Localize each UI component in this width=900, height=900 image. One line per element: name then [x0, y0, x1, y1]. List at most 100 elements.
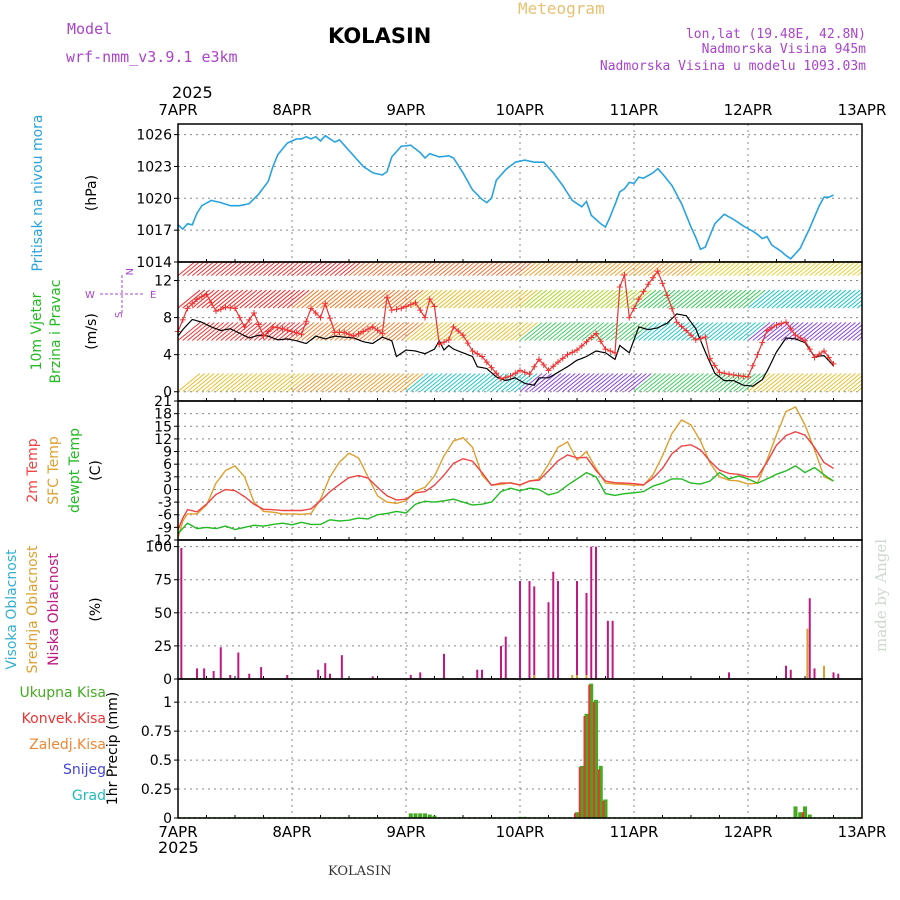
y-tick-label: 1017 — [136, 223, 172, 239]
wind-barb — [448, 262, 467, 277]
bottom-tick-label: 8APR — [272, 823, 311, 841]
wind-barb — [742, 373, 766, 392]
wind-barb — [358, 289, 381, 309]
wind-barb — [676, 262, 695, 277]
gust-marker — [436, 341, 443, 348]
wind-barb — [814, 373, 837, 392]
wind-barb — [315, 289, 339, 309]
wind-barb — [239, 289, 263, 309]
wind-barb — [510, 289, 533, 309]
wind-barb — [272, 289, 296, 309]
wind-barb — [296, 289, 320, 309]
wind-barb — [248, 289, 272, 309]
footer-station: KOLASIN — [328, 864, 391, 879]
gust-marker — [521, 369, 528, 376]
gust-marker — [317, 314, 324, 321]
wind-barb — [462, 262, 481, 277]
panel-wind: 0 4 8 12 10m Vjetar Brzina i Pravac (m/s) W E N S — [29, 261, 863, 402]
wind-barb — [500, 322, 524, 341]
precip-legend-item: Ukupna Kisa — [19, 685, 106, 701]
wind-barb — [614, 373, 638, 392]
wind-barb — [833, 262, 851, 277]
wind-barb — [415, 322, 438, 341]
wind-barb — [856, 335, 862, 341]
wind-barb — [690, 289, 714, 309]
wind-barb — [267, 262, 286, 277]
wind-barb — [505, 322, 529, 341]
wind-barb — [282, 262, 300, 277]
wind-barb — [576, 289, 600, 309]
wind-barb — [324, 373, 348, 392]
wind-barb — [614, 262, 633, 277]
wind-barb — [657, 262, 676, 277]
wind-barb — [576, 262, 595, 277]
gust-marker — [711, 362, 718, 369]
wind-barb — [377, 373, 400, 392]
wind-barb — [643, 373, 666, 392]
wind-barb — [434, 262, 452, 277]
wind-barb — [472, 262, 490, 277]
wind-barb — [666, 373, 690, 392]
wind-barb — [419, 373, 443, 392]
wind-barb — [229, 262, 248, 277]
wind-barb — [472, 322, 495, 341]
wind-barb — [400, 262, 419, 277]
precip-bar — [427, 814, 432, 818]
wind-barb — [780, 373, 804, 392]
wind-barb — [652, 289, 676, 309]
wind-barb — [681, 373, 704, 392]
wind-barb — [776, 289, 799, 309]
gust-marker — [564, 351, 571, 358]
wind-barb — [761, 373, 785, 392]
chart-subtitle: Meteogram — [518, 0, 605, 18]
wind-barb — [704, 262, 723, 277]
wind-barb — [752, 373, 776, 392]
wind-barb — [500, 373, 524, 392]
gust-marker — [616, 284, 623, 291]
gust-marker — [540, 361, 547, 368]
y-tick-label: 4 — [163, 348, 172, 364]
gust-marker — [545, 367, 552, 374]
y-tick-label: 1026 — [136, 128, 172, 144]
wind-barb — [510, 373, 533, 392]
gust-marker — [308, 305, 314, 312]
gust-marker — [673, 319, 680, 326]
gust-marker — [369, 323, 376, 330]
wind-barb — [277, 373, 301, 392]
wind-barb — [780, 262, 799, 277]
wind-barb — [685, 373, 709, 392]
wind-barb — [828, 262, 847, 277]
wind-barb — [771, 322, 795, 341]
gust-marker — [445, 336, 452, 343]
wind-barb — [738, 373, 761, 392]
wind-barb — [220, 262, 239, 277]
wind-barb — [704, 322, 728, 341]
wind-barb — [619, 262, 638, 277]
panel-precip: 0 0.25 0.5 0.75 1 1hr Precip (mm)Ukupna Kisa K… — [19, 678, 863, 827]
gust-marker — [536, 356, 542, 363]
wind-barb — [742, 289, 766, 309]
wind-barb — [728, 289, 752, 309]
wind-barb — [567, 373, 590, 392]
wind-barb — [277, 262, 296, 277]
precip-bar — [589, 683, 594, 818]
wind-barb — [234, 322, 258, 341]
wind-barb — [633, 289, 657, 309]
wind-barb — [381, 322, 405, 341]
wind-barb — [586, 373, 609, 392]
wind-barb — [685, 289, 709, 309]
gust-marker — [806, 346, 813, 353]
wind-barb — [766, 262, 785, 277]
wind-barb — [761, 289, 785, 309]
wind-barb — [372, 262, 391, 277]
panels: 1014 1017 1020 1023 1026 Pritisak na nivou mo… — [4, 114, 863, 827]
top-tick-label: 10APR — [496, 101, 545, 119]
wind-barb — [495, 373, 519, 392]
gust-marker — [688, 332, 694, 339]
top-year-label: 2025 — [172, 83, 213, 102]
panel-pressure: 1014 1017 1020 1023 1026 Pritisak na nivou mo… — [30, 114, 863, 272]
gust-marker — [388, 307, 395, 314]
wind-barb — [700, 289, 723, 309]
wind-barb — [410, 373, 434, 392]
wind-barb — [552, 262, 571, 277]
